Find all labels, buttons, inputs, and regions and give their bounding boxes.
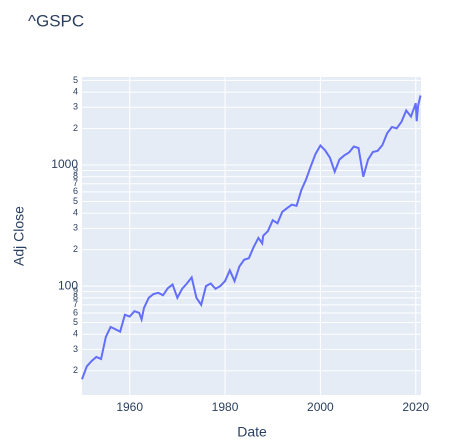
y-tick-label: 2 — [73, 365, 78, 375]
x-tick-label: 1980 — [212, 400, 239, 414]
y-tick-label: 9 — [73, 286, 78, 296]
y-tick-label: 8 — [73, 292, 78, 302]
y-tick-label: 9 — [73, 165, 78, 175]
y-tick-label: 3 — [73, 344, 78, 354]
chart-title: ^GSPC — [28, 11, 84, 30]
x-tick-label: 2000 — [307, 400, 334, 414]
y-axis-label: Adj Close — [11, 206, 27, 266]
y-tick-label: 100 — [58, 278, 78, 292]
y-tick-label: 5 — [73, 317, 78, 327]
y-tick-label: 7 — [73, 178, 78, 188]
y-tick-label: 5 — [73, 196, 78, 206]
y-tick-label: 7 — [73, 299, 78, 309]
x-tick-label: 1960 — [116, 400, 143, 414]
plot-background — [82, 77, 421, 395]
y-tick-label: 6 — [73, 186, 78, 196]
y-tick-label: 5 — [73, 75, 78, 85]
y-tick-label: 4 — [73, 86, 78, 96]
line-series — [81, 95, 422, 380]
y-tick-label: 6 — [73, 307, 78, 317]
y-tick-label: 3 — [73, 223, 78, 233]
y-tick-label: 8 — [73, 171, 78, 181]
y-tick-label: 3 — [73, 102, 78, 112]
y-tick-label: 4 — [73, 208, 78, 218]
y-tick-label: 2 — [73, 123, 78, 133]
y-tick-label: 1000 — [51, 157, 78, 171]
y-tick-label: 4 — [73, 329, 78, 339]
x-axis-label: Date — [237, 424, 267, 440]
x-tick-label: 2020 — [402, 400, 429, 414]
y-tick-label: 2 — [73, 244, 78, 254]
